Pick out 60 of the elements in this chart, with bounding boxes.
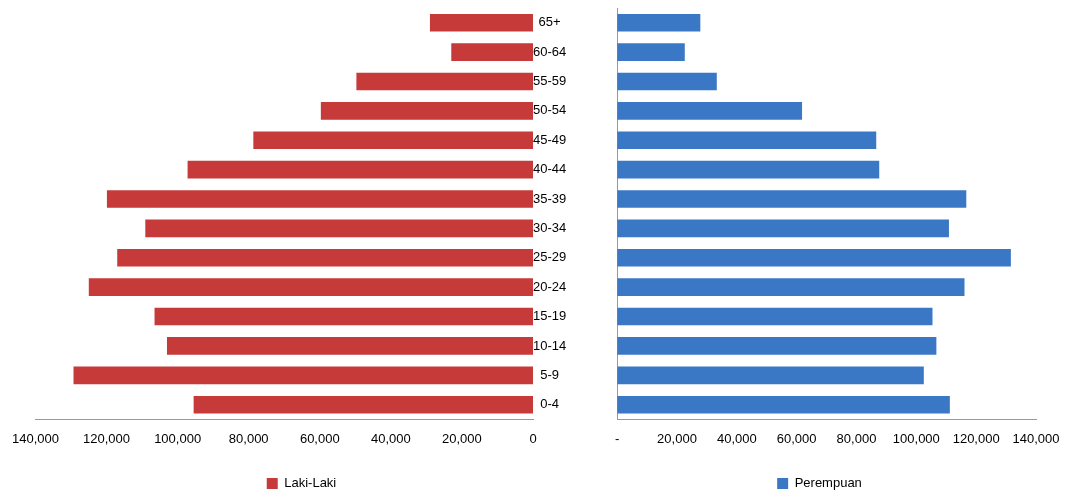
bar [356,72,533,91]
bar [193,395,533,414]
bar [253,131,533,150]
y-tick-label: 45-49 [533,131,567,147]
bar [617,190,967,208]
bar [166,337,533,355]
x-tick-label: 0 [529,430,537,446]
y-tick-label: 0-4 [540,396,560,412]
bar [187,160,533,179]
x-tick-label: 20,000 [442,430,482,446]
bar [617,278,965,296]
bar [88,278,533,296]
bar [145,219,533,238]
bar [617,337,937,355]
legend-label: Perempuan [794,475,862,491]
bar [617,102,803,120]
x-tick-label: 140,000 [12,430,59,446]
y-tick-label: 20-24 [533,278,567,294]
y-tick-label: 15-19 [533,308,567,324]
y-tick-label: 65+ [538,14,561,30]
bar [617,248,1011,267]
bar [73,366,533,385]
y-tick-label: 25-29 [533,249,567,265]
y-tick-label: 50-54 [533,102,567,118]
y-tick-label: 55-59 [533,73,567,89]
y-tick-label: 10-14 [533,337,567,353]
x-tick-label: 40,000 [716,430,757,446]
bar [106,190,533,208]
bar [617,131,877,150]
x-tick-label: 80,000 [228,430,269,446]
x-tick-label: 100,000 [154,430,202,446]
bar [617,307,933,326]
bar [451,43,533,61]
bar [117,248,533,267]
x-tick-label: 60,000 [299,430,340,446]
x-tick-label: - [614,430,620,446]
y-tick-label: 30-34 [533,219,567,235]
bar [617,13,701,32]
x-tick-label: 140,000 [1012,430,1060,446]
bar [617,43,685,61]
bar [617,395,950,414]
y-tick-label: 35-39 [533,190,567,206]
bar [154,307,533,326]
x-tick-label: 100,000 [892,430,940,446]
y-tick-label: 5-9 [540,366,560,382]
legend-label: Laki-Laki [284,475,337,491]
y-tick-label: 60-64 [533,43,567,59]
x-tick-label: 20,000 [657,430,697,446]
x-tick-label: 80,000 [836,430,877,446]
bar [617,219,949,238]
bar [429,13,533,32]
bar [617,72,717,91]
x-tick-label: 60,000 [776,430,817,446]
bar [617,160,880,179]
x-tick-label: 120,000 [83,430,131,446]
bar [320,102,533,120]
y-tick-label: 40-44 [533,161,567,177]
bar [617,366,924,385]
x-tick-label: 40,000 [370,430,411,446]
x-tick-label: 120,000 [952,430,1000,446]
